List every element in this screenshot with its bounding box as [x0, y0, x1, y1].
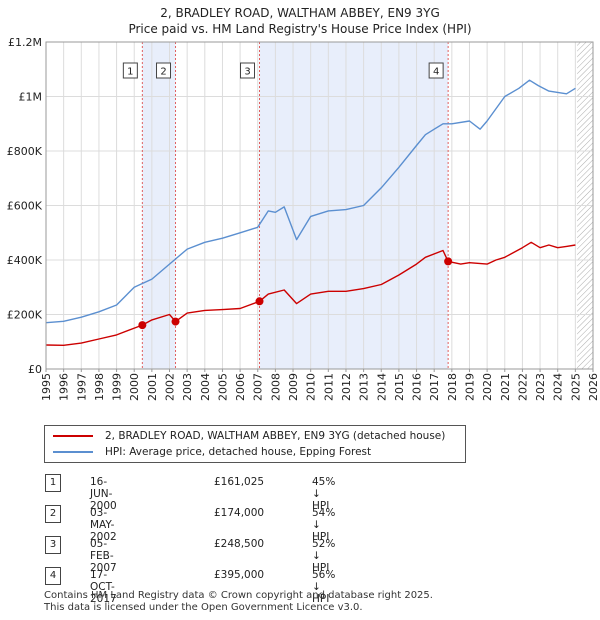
plot-border	[45, 41, 594, 370]
sale-price: £395,000	[214, 569, 265, 581]
sale-date: 16-JUN-2000	[90, 476, 117, 512]
y-tick-label: £800K	[7, 145, 43, 158]
sale-number-badge: 1	[45, 474, 61, 492]
x-tick-label: 2005	[216, 373, 229, 401]
series-line-hpi	[45, 79, 576, 324]
x-tick-label: 2001	[146, 373, 159, 401]
x-tick-label: 2014	[375, 373, 388, 401]
y-tick-label: £1M	[19, 91, 43, 104]
chart-subtitle: Price paid vs. HM Land Registry's House …	[128, 22, 472, 36]
sale-label-number: 4	[433, 67, 439, 78]
sale-label-box	[156, 62, 172, 79]
sale-point	[171, 317, 180, 326]
x-tick-label: 2020	[481, 373, 494, 401]
sale-date: 03-MAY-2002	[90, 507, 117, 543]
x-tick-label: 2009	[287, 373, 300, 401]
x-tick-label: 2006	[234, 373, 247, 401]
sale-hpi-diff: 52% ↓ HPI	[312, 538, 336, 574]
legend-swatch-hpi	[53, 451, 93, 453]
sale-label-box	[428, 62, 444, 79]
x-tick-label: 1999	[111, 373, 124, 401]
legend-swatch-property	[53, 435, 93, 437]
x-tick-label: 2021	[499, 373, 512, 401]
x-tick-label: 2000	[128, 373, 141, 401]
x-tick-label: 2004	[199, 373, 212, 401]
x-tick-label: 1995	[40, 373, 53, 401]
sale-number-badge: 4	[45, 567, 61, 585]
y-tick-label: £200K	[7, 309, 43, 322]
x-tick-label: 2015	[393, 373, 406, 401]
x-tick-label: 2019	[463, 373, 476, 401]
x-tick-label: 2023	[534, 373, 547, 401]
y-tick-label: £600K	[7, 200, 43, 213]
x-tick-label: 2010	[305, 373, 318, 401]
sale-number-badge: 2	[45, 505, 61, 523]
x-tick-label: 2022	[516, 373, 529, 401]
sale-label-number: 1	[127, 67, 133, 78]
x-tick-label: 1997	[75, 373, 88, 401]
sale-number-badge: 3	[45, 536, 61, 554]
sale-date: 05-FEB-2007	[90, 538, 117, 574]
sale-label-box	[240, 62, 256, 79]
legend: 2, BRADLEY ROAD, WALTHAM ABBEY, EN9 3YG …	[44, 425, 466, 463]
x-tick-label: 2013	[358, 373, 371, 401]
x-tick-label: 2025	[569, 373, 582, 401]
x-tick-label: 2026	[587, 373, 600, 401]
x-tick-label: 2018	[446, 373, 459, 401]
x-tick-label: 2011	[322, 373, 335, 401]
legend-item-hpi: HPI: Average price, detached house, Eppi…	[53, 445, 453, 459]
footer-copyright: Contains HM Land Registry data © Crown c…	[44, 590, 433, 601]
x-tick-label: 2024	[552, 373, 565, 401]
footer-licence: This data is licensed under the Open Gov…	[44, 602, 363, 613]
x-tick-label: 2008	[269, 373, 282, 401]
x-tick-label: 2007	[252, 373, 265, 401]
y-tick-label: £400K	[7, 254, 43, 267]
sale-hpi-diff: 56% ↓ HPI	[312, 569, 336, 605]
y-tick-label: £0	[28, 363, 42, 376]
x-tick-label: 2002	[164, 373, 177, 401]
price-chart: 1 2 3 4 £0 £200K £400K £600K £800K £1M £1.2M 1995 19…	[7, 36, 600, 401]
x-tick-label: 2017	[428, 373, 441, 401]
chart-title: 2, BRADLEY ROAD, WALTHAM ABBEY, EN9 3YG	[160, 6, 440, 20]
sale-price: £161,025	[214, 476, 265, 488]
x-tick-label: 2012	[340, 373, 353, 401]
series-line-property	[45, 241, 576, 346]
sale-hpi-diff: 54% ↓ HPI	[312, 507, 336, 543]
sale-date: 17-OCT-2017	[90, 569, 117, 605]
x-tick-label: 2003	[181, 373, 194, 401]
sale-point	[444, 257, 453, 266]
x-tick-label: 1998	[93, 373, 106, 401]
sale-label-number: 2	[160, 67, 166, 78]
sale-hpi-diff: 45% ↓ HPI	[312, 476, 336, 512]
legend-label-property: 2, BRADLEY ROAD, WALTHAM ABBEY, EN9 3YG …	[105, 430, 446, 442]
x-tick-label: 1996	[58, 373, 71, 401]
sale-price: £174,000	[214, 507, 265, 519]
y-tick-label: £1.2M	[8, 36, 42, 49]
sale-label-number: 3	[244, 67, 250, 78]
x-tick-label: 2016	[411, 373, 424, 401]
sale-label-box	[122, 62, 138, 79]
legend-item-property: 2, BRADLEY ROAD, WALTHAM ABBEY, EN9 3YG …	[53, 429, 453, 443]
sale-point	[255, 297, 264, 306]
sale-point	[138, 321, 147, 330]
legend-label-hpi: HPI: Average price, detached house, Eppi…	[105, 446, 372, 458]
sale-price: £248,500	[214, 538, 265, 550]
